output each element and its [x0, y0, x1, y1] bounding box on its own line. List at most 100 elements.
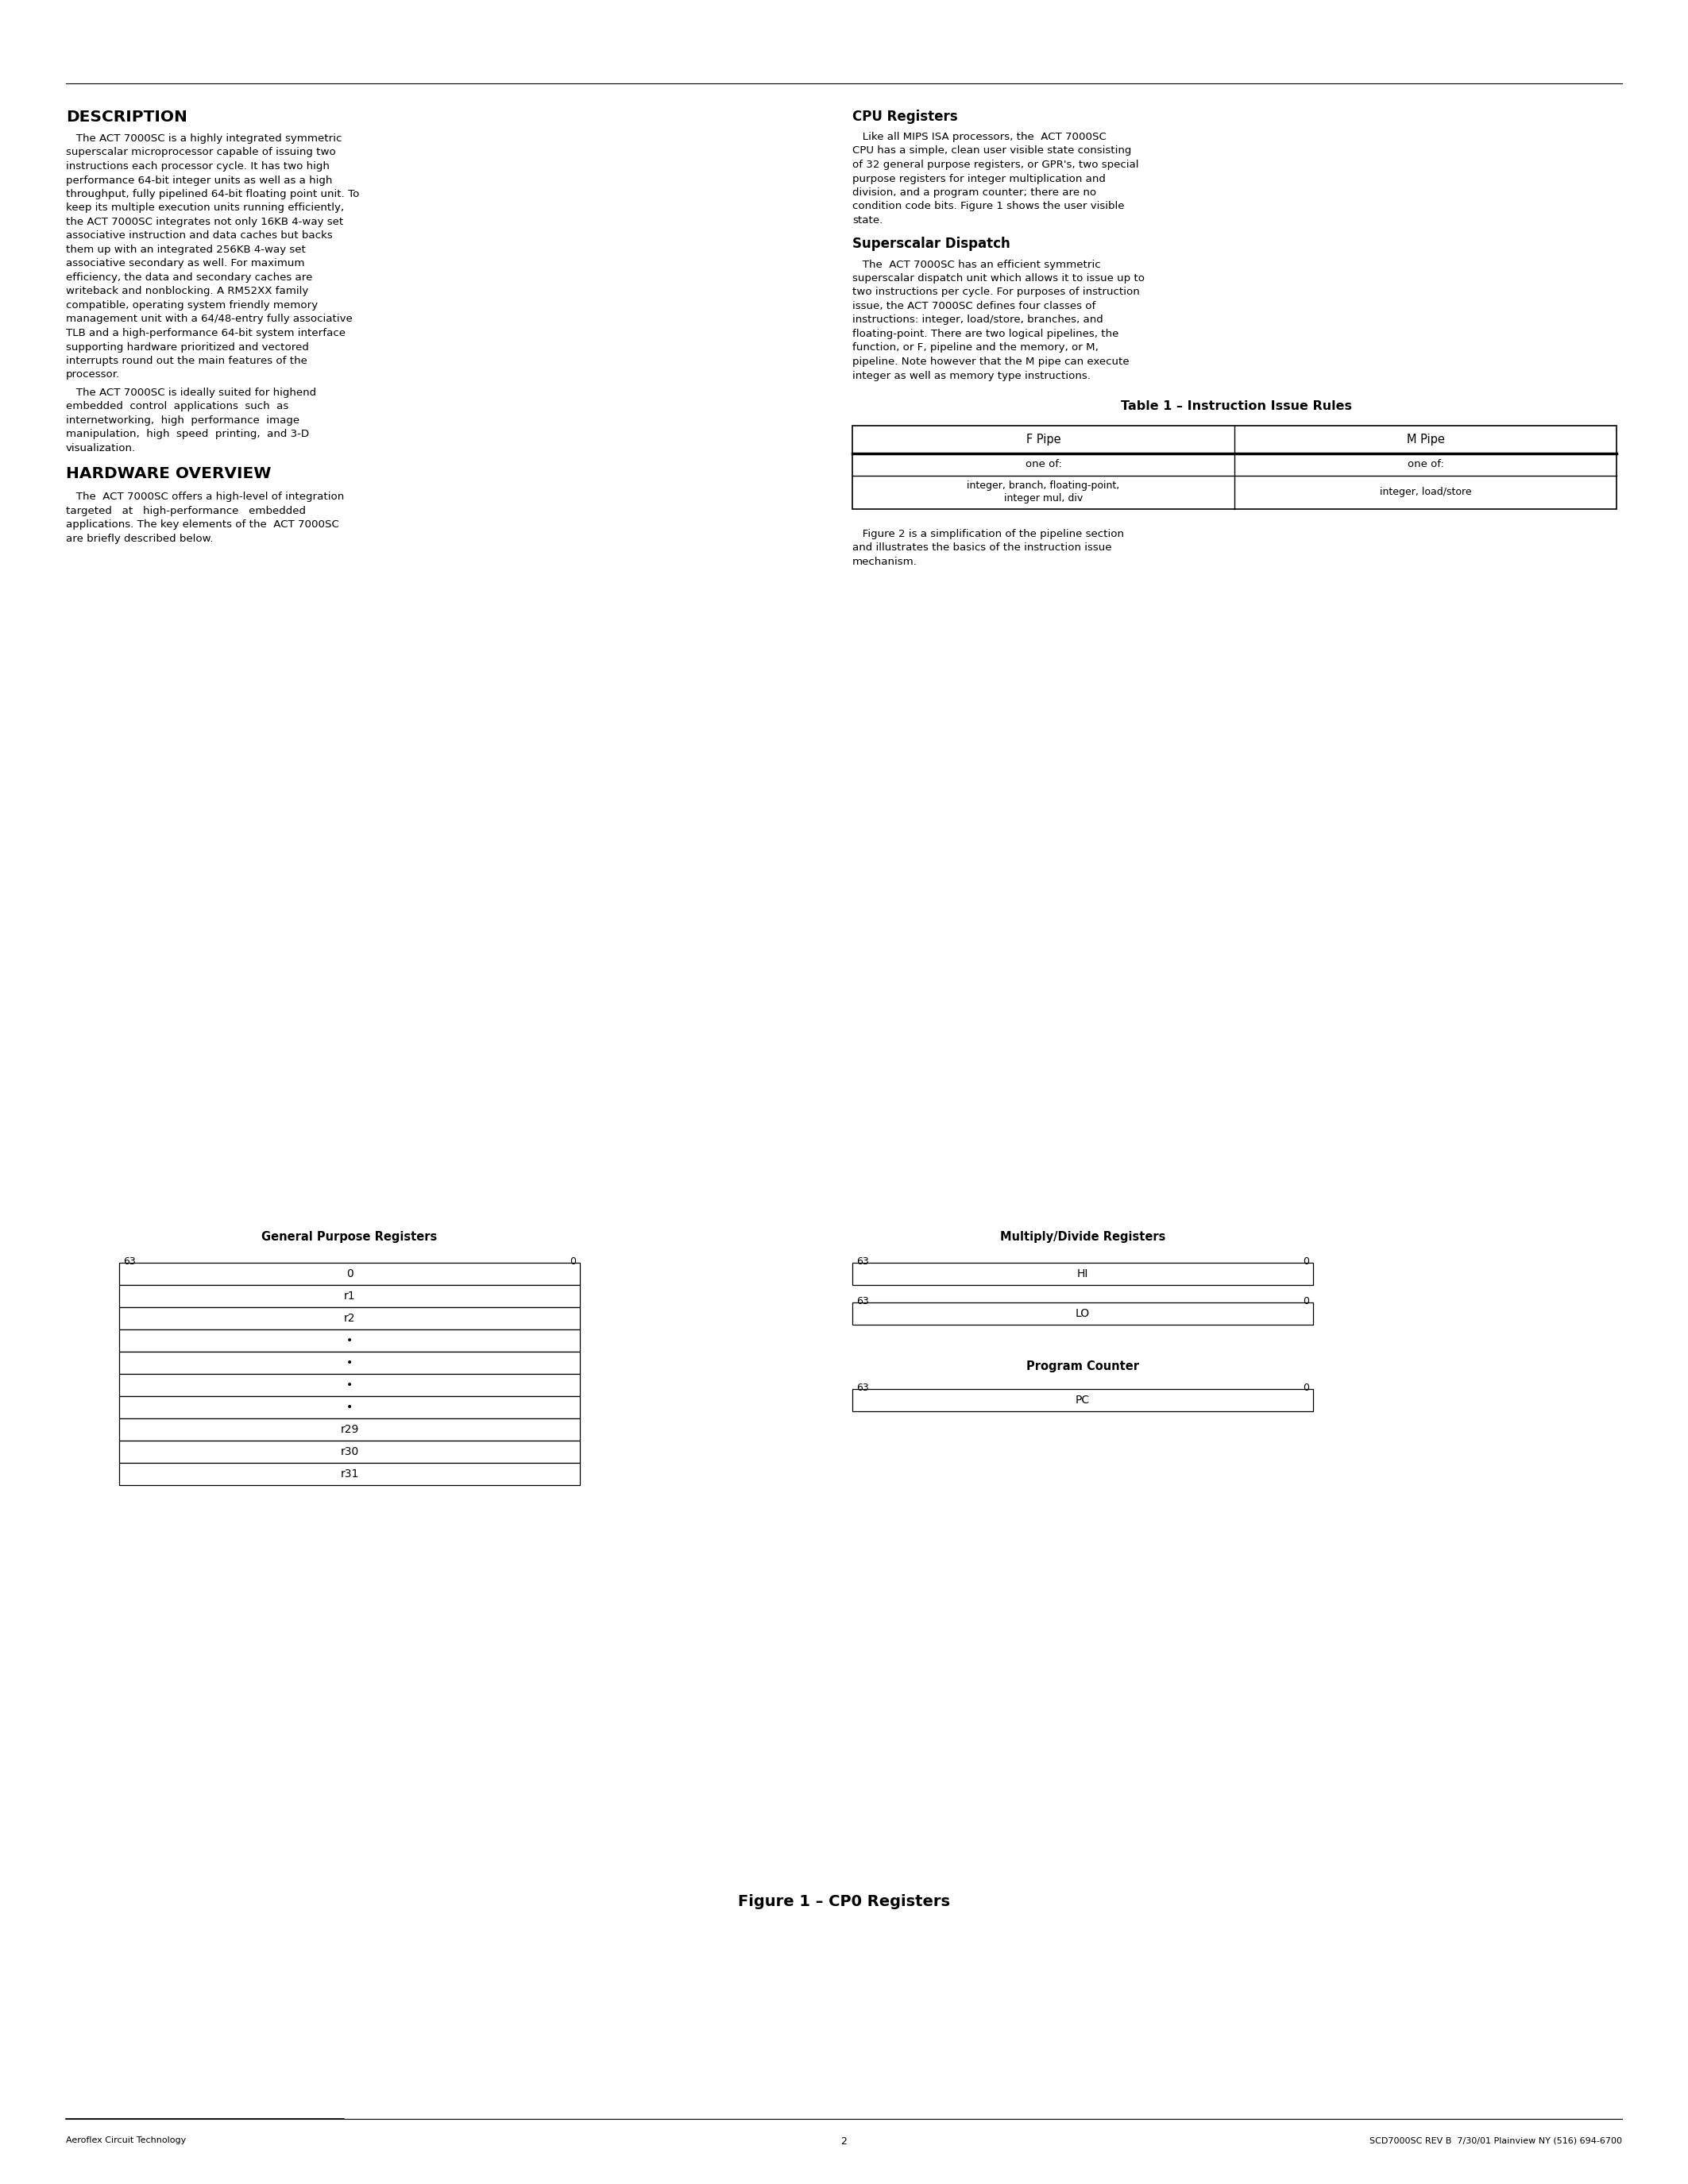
- Text: Figure 1 – CP0 Registers: Figure 1 – CP0 Registers: [738, 1894, 950, 1909]
- Text: SCD7000SC REV B  7/30/01 Plainview NY (516) 694-6700: SCD7000SC REV B 7/30/01 Plainview NY (51…: [1369, 2136, 1622, 2145]
- Text: CPU has a simple, clean user visible state consisting: CPU has a simple, clean user visible sta…: [852, 146, 1131, 155]
- Text: integer as well as memory type instructions.: integer as well as memory type instructi…: [852, 371, 1090, 380]
- Bar: [120, 1417, 581, 1441]
- Text: applications. The key elements of the  ACT 7000SC: applications. The key elements of the AC…: [66, 520, 339, 531]
- Text: 63: 63: [856, 1382, 869, 1393]
- Text: •: •: [346, 1402, 353, 1413]
- Text: Aeroflex Circuit Technology: Aeroflex Circuit Technology: [66, 2136, 186, 2145]
- Text: HI: HI: [1077, 1269, 1089, 1280]
- Text: The ACT 7000SC is ideally suited for highend: The ACT 7000SC is ideally suited for hig…: [66, 387, 316, 397]
- Text: M Pipe: M Pipe: [1406, 435, 1445, 446]
- Text: them up with an integrated 256KB 4-way set: them up with an integrated 256KB 4-way s…: [66, 245, 306, 256]
- Text: instructions: integer, load/store, branches, and: instructions: integer, load/store, branc…: [852, 314, 1104, 325]
- Text: 0: 0: [1303, 1256, 1310, 1267]
- Text: •: •: [346, 1356, 353, 1369]
- Text: function, or F, pipeline and the memory, or M,: function, or F, pipeline and the memory,…: [852, 343, 1099, 354]
- Text: Multiply/Divide Registers: Multiply/Divide Registers: [999, 1232, 1165, 1243]
- Text: one of:: one of:: [1408, 459, 1443, 470]
- Text: superscalar dispatch unit which allows it to issue up to: superscalar dispatch unit which allows i…: [852, 273, 1144, 284]
- Text: superscalar microprocessor capable of issuing two: superscalar microprocessor capable of is…: [66, 146, 336, 157]
- Bar: [120, 1284, 581, 1308]
- Text: supporting hardware prioritized and vectored: supporting hardware prioritized and vect…: [66, 343, 309, 352]
- Text: The  ACT 7000SC has an efficient symmetric: The ACT 7000SC has an efficient symmetri…: [852, 260, 1101, 269]
- Text: division, and a program counter; there are no: division, and a program counter; there a…: [852, 188, 1097, 199]
- Bar: [120, 1396, 581, 1417]
- Bar: [120, 1463, 581, 1485]
- Text: issue, the ACT 7000SC defines four classes of: issue, the ACT 7000SC defines four class…: [852, 301, 1096, 312]
- Text: 63: 63: [856, 1295, 869, 1306]
- Text: integer, load/store: integer, load/store: [1379, 487, 1472, 498]
- Text: associative secondary as well. For maximum: associative secondary as well. For maxim…: [66, 258, 304, 269]
- Text: Superscalar Dispatch: Superscalar Dispatch: [852, 238, 1011, 251]
- Text: integer mul, div: integer mul, div: [1004, 494, 1084, 505]
- Text: DESCRIPTION: DESCRIPTION: [66, 109, 187, 124]
- Bar: [120, 1441, 581, 1463]
- Text: 0: 0: [1303, 1382, 1310, 1393]
- Text: 63: 63: [856, 1256, 869, 1267]
- Text: 0: 0: [569, 1256, 576, 1267]
- Text: r1: r1: [344, 1291, 356, 1302]
- Text: HARDWARE OVERVIEW: HARDWARE OVERVIEW: [66, 467, 272, 483]
- Text: management unit with a 64/48-entry fully associative: management unit with a 64/48-entry fully…: [66, 314, 353, 325]
- Text: state.: state.: [852, 216, 883, 225]
- Text: efficiency, the data and secondary caches are: efficiency, the data and secondary cache…: [66, 273, 312, 282]
- Text: pipeline. Note however that the M pipe can execute: pipeline. Note however that the M pipe c…: [852, 356, 1129, 367]
- Text: r31: r31: [341, 1468, 360, 1479]
- Text: are briefly described below.: are briefly described below.: [66, 533, 213, 544]
- Bar: [852, 1389, 1313, 1411]
- Text: r30: r30: [341, 1446, 360, 1457]
- Bar: [120, 1374, 581, 1396]
- Text: r29: r29: [341, 1424, 360, 1435]
- Text: writeback and nonblocking. A RM52XX family: writeback and nonblocking. A RM52XX fami…: [66, 286, 309, 297]
- Text: Program Counter: Program Counter: [1026, 1361, 1139, 1372]
- Text: performance 64-bit integer units as well as a high: performance 64-bit integer units as well…: [66, 175, 333, 186]
- Text: 2: 2: [841, 2136, 847, 2147]
- Text: one of:: one of:: [1025, 459, 1062, 470]
- Text: visualization.: visualization.: [66, 443, 137, 454]
- Text: mechanism.: mechanism.: [852, 557, 918, 568]
- Text: embedded  control  applications  such  as: embedded control applications such as: [66, 402, 289, 413]
- Text: the ACT 7000SC integrates not only 16KB 4-way set: the ACT 7000SC integrates not only 16KB …: [66, 216, 343, 227]
- Bar: [852, 1262, 1313, 1284]
- Text: manipulation,  high  speed  printing,  and 3-D: manipulation, high speed printing, and 3…: [66, 430, 309, 439]
- Text: keep its multiple execution units running efficiently,: keep its multiple execution units runnin…: [66, 203, 344, 214]
- Text: 63: 63: [123, 1256, 135, 1267]
- Text: F Pipe: F Pipe: [1026, 435, 1060, 446]
- Text: Like all MIPS ISA processors, the  ACT 7000SC: Like all MIPS ISA processors, the ACT 70…: [852, 131, 1107, 142]
- Text: condition code bits. Figure 1 shows the user visible: condition code bits. Figure 1 shows the …: [852, 201, 1124, 212]
- Text: integer, branch, floating-point,: integer, branch, floating-point,: [967, 480, 1119, 491]
- Text: 0: 0: [1303, 1295, 1310, 1306]
- Text: processor.: processor.: [66, 369, 120, 380]
- Text: of 32 general purpose registers, or GPR's, two special: of 32 general purpose registers, or GPR'…: [852, 159, 1139, 170]
- Text: •: •: [346, 1334, 353, 1345]
- Text: throughput, fully pipelined 64-bit floating point unit. To: throughput, fully pipelined 64-bit float…: [66, 190, 360, 199]
- Text: The  ACT 7000SC offers a high-level of integration: The ACT 7000SC offers a high-level of in…: [66, 491, 344, 502]
- Bar: [852, 1302, 1313, 1326]
- Text: TLB and a high-performance 64-bit system interface: TLB and a high-performance 64-bit system…: [66, 328, 346, 339]
- Bar: [852, 426, 1617, 509]
- Text: 0: 0: [346, 1269, 353, 1280]
- Text: Figure 2 is a simplification of the pipeline section: Figure 2 is a simplification of the pipe…: [852, 529, 1124, 539]
- Text: The ACT 7000SC is a highly integrated symmetric: The ACT 7000SC is a highly integrated sy…: [66, 133, 343, 144]
- Text: purpose registers for integer multiplication and: purpose registers for integer multiplica…: [852, 173, 1106, 183]
- Bar: [120, 1308, 581, 1330]
- Text: •: •: [346, 1380, 353, 1391]
- Text: internetworking,  high  performance  image: internetworking, high performance image: [66, 415, 299, 426]
- Text: General Purpose Registers: General Purpose Registers: [262, 1232, 437, 1243]
- Text: LO: LO: [1075, 1308, 1090, 1319]
- Text: associative instruction and data caches but backs: associative instruction and data caches …: [66, 232, 333, 240]
- Text: targeted   at   high-performance   embedded: targeted at high-performance embedded: [66, 507, 306, 515]
- Text: floating-point. There are two logical pipelines, the: floating-point. There are two logical pi…: [852, 330, 1119, 339]
- Text: and illustrates the basics of the instruction issue: and illustrates the basics of the instru…: [852, 544, 1112, 553]
- Text: interrupts round out the main features of the: interrupts round out the main features o…: [66, 356, 307, 367]
- Text: Table 1 – Instruction Issue Rules: Table 1 – Instruction Issue Rules: [1121, 400, 1352, 413]
- Bar: [120, 1330, 581, 1352]
- Text: PC: PC: [1075, 1396, 1090, 1406]
- Text: instructions each processor cycle. It has two high: instructions each processor cycle. It ha…: [66, 162, 329, 173]
- Text: compatible, operating system friendly memory: compatible, operating system friendly me…: [66, 299, 317, 310]
- Text: CPU Registers: CPU Registers: [852, 109, 957, 124]
- Text: two instructions per cycle. For purposes of instruction: two instructions per cycle. For purposes…: [852, 286, 1139, 297]
- Text: r2: r2: [344, 1313, 354, 1324]
- Bar: [120, 1262, 581, 1284]
- Bar: [120, 1352, 581, 1374]
